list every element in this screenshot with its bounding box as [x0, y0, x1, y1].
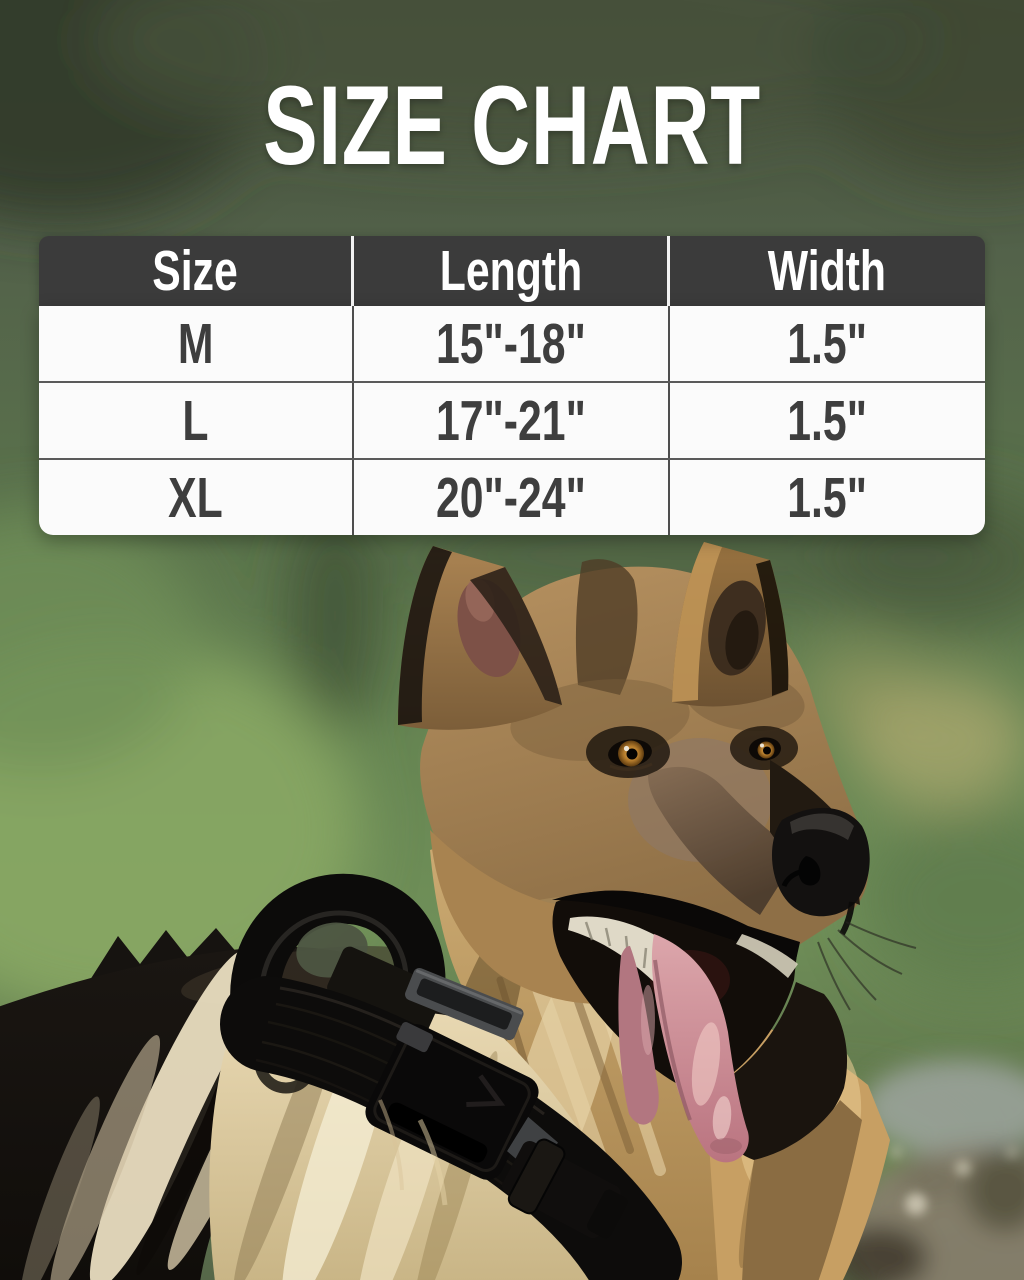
cell-size-l: L [39, 383, 355, 458]
table-row-m: M 15"-18" 1.5" [39, 306, 985, 381]
collar-strap-end [501, 1138, 628, 1239]
column-header-size: Size [39, 236, 355, 306]
cell-width-m: 1.5" [787, 311, 868, 376]
cell-width-xl: 1.5" [787, 465, 868, 530]
cell-size-m: M [39, 306, 355, 381]
dog-illustration [0, 542, 917, 1280]
dog-whiskers [817, 921, 917, 1011]
collar-adjuster [405, 967, 524, 1041]
dog-tongue [618, 934, 749, 1163]
dog-eyes [586, 726, 798, 778]
column-header-length: Length [354, 236, 670, 306]
cell-length-l: 17"-21" [354, 383, 670, 458]
dog-right-ear [672, 542, 789, 707]
page-title: SIZE CHART [0, 70, 1024, 182]
size-chart-table: Size Length Width M 15"-18" 1.5" L 17"-2… [39, 236, 985, 535]
table-header-row: Size Length Width [39, 236, 985, 306]
dog-head [398, 542, 917, 1280]
table-row-l: L 17"-21" 1.5" [39, 381, 985, 458]
cell-length-xl: 20"-24" [354, 460, 670, 535]
dog-left-ear [398, 546, 562, 730]
cell-length-m: 15"-18" [354, 306, 670, 381]
dog-collar [220, 873, 682, 1280]
cell-size-xl: XL [39, 460, 355, 535]
column-header-width: Width [768, 239, 887, 303]
table-body: M 15"-18" 1.5" L 17"-21" 1.5" XL 20"-24"… [39, 306, 985, 535]
table-row-xl: XL 20"-24" 1.5" [39, 458, 985, 535]
cell-width-l: 1.5" [787, 388, 868, 453]
dog-nose [771, 807, 870, 936]
page-title-text: SIZE CHART [263, 63, 761, 188]
